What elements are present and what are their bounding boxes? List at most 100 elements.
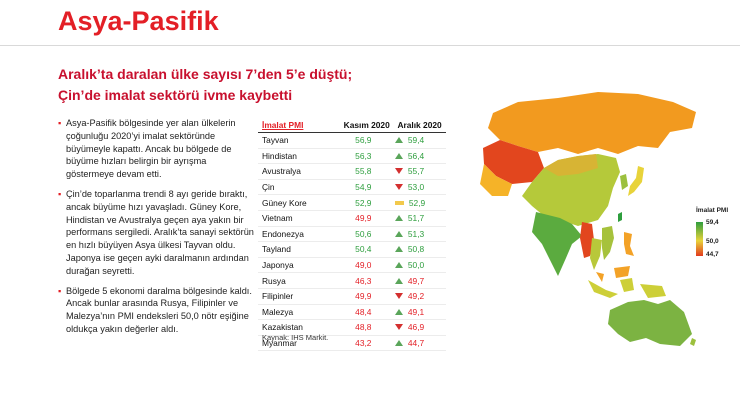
row-dec-value: 52,9 (408, 197, 426, 208)
header-nov: Kasım 2020 (343, 120, 390, 130)
trend-up-icon (394, 308, 403, 315)
row-dec-value: 56,4 (407, 150, 425, 161)
trend-up-icon (394, 230, 403, 237)
table-row: Vietnam 49,9 51,7 (258, 211, 446, 227)
row-country: Tayvan (262, 135, 289, 146)
row-dec-cell: 44,7 (389, 338, 446, 348)
row-country: Vietnam (262, 213, 293, 224)
row-nov-value: 50,6 (355, 228, 372, 239)
trend-flat-icon (394, 200, 404, 205)
legend-title: İmalat PMI (696, 207, 729, 214)
commentary-bullets: ▪ Asya-Pasifik bölgesinde yer alan ülkel… (58, 117, 254, 343)
legend-color-scale (696, 222, 703, 256)
row-country: Avustralya (262, 166, 301, 177)
table-row: Rusya 46,3 49,7 (258, 273, 446, 289)
legend-min: 44,7 (706, 251, 719, 258)
map-mongolia (544, 154, 598, 176)
pmi-table-header: İmalat PMI Kasım 2020 Aralık 2020 (258, 118, 446, 133)
row-nov-value: 48,4 (355, 306, 372, 317)
row-nov-value: 49,9 (355, 291, 372, 302)
row-dec-cell: 51,7 (389, 213, 446, 223)
trend-up-icon (394, 215, 403, 222)
trend-up-icon (394, 277, 403, 284)
map-kazakhstan (483, 140, 544, 184)
bullet-item: ▪ Asya-Pasifik bölgesinde yer alan ülkel… (58, 117, 254, 181)
row-country: Hindistan (262, 150, 297, 161)
row-dec-value: 49,1 (407, 306, 425, 317)
row-dec-cell: 49,1 (389, 307, 446, 317)
row-country: Güney Kore (262, 197, 307, 208)
row-nov-value: 46,3 (355, 275, 372, 286)
map-australia (608, 300, 692, 346)
map-south-korea (620, 174, 628, 190)
bullet-text: Asya-Pasifik bölgesinde yer alan ülkeler… (66, 118, 236, 180)
trend-down-icon (394, 293, 403, 300)
table-row: Malezya 48,4 49,1 (258, 305, 446, 321)
row-country: Kazakistan (262, 322, 303, 333)
trend-up-icon (394, 137, 403, 144)
row-nov-value: 48,8 (355, 322, 372, 333)
row-dec-cell: 53,0 (389, 182, 446, 192)
map-malaysia (596, 266, 630, 282)
row-nov-value: 55,8 (355, 166, 372, 177)
row-country: Filipinler (262, 291, 294, 302)
row-dec-value: 49,7 (407, 275, 425, 286)
bullet-marker: ▪ (58, 118, 62, 128)
trend-up-icon (394, 152, 403, 159)
legend-max: 59,4 (706, 219, 719, 226)
row-country: Myanmar (262, 338, 297, 349)
table-row: Çin 54,9 53,0 (258, 180, 446, 196)
table-row: Filipinler 49,9 49,2 (258, 289, 446, 305)
pmi-table: İmalat PMI Kasım 2020 Aralık 2020 Tayvan… (258, 118, 446, 352)
header-dec: Aralık 2020 (397, 120, 442, 130)
row-dec-cell: 51,3 (389, 229, 446, 239)
bullet-item: ▪ Bölgede 5 ekonomi daralma bölgesinde k… (58, 285, 254, 336)
map-vietnam (602, 226, 614, 260)
table-row: Endonezya 50,6 51,3 (258, 227, 446, 243)
source-note: Kaynak: IHS Markit. (262, 333, 329, 342)
row-dec-value: 53,0 (407, 182, 425, 193)
row-dec-cell: 50,0 (389, 260, 446, 270)
row-nov-value: 56,3 (355, 150, 372, 161)
asia-pacific-pmi-map (480, 92, 696, 346)
page-title: Asya-Pasifik (58, 6, 219, 36)
map-thailand (590, 238, 602, 270)
map-india (532, 212, 582, 276)
table-row: Tayland 50,4 50,8 (258, 242, 446, 258)
bullet-marker: ▪ (58, 188, 62, 199)
subtitle-line-1: Aralık’ta daralan ülke sayısı 7’den 5’e … (58, 66, 353, 82)
trend-down-icon (394, 184, 403, 191)
map-russia (488, 92, 696, 154)
trend-up-icon (394, 340, 403, 347)
bullet-marker: ▪ (58, 285, 62, 296)
map-myanmar (580, 222, 594, 258)
row-nov-value: 56,9 (355, 135, 372, 146)
subtitle-line-2: Çin’de imalat sektörü ivme kaybetti (58, 87, 293, 103)
row-nov-value: 49,0 (355, 260, 372, 271)
row-country: Rusya (262, 275, 286, 286)
row-dec-cell: 49,7 (389, 276, 446, 286)
map-philippines (624, 232, 634, 256)
table-row: Hindistan 56,3 56,4 (258, 149, 446, 165)
row-country: Çin (262, 182, 275, 193)
row-dec-value: 55,7 (407, 166, 425, 177)
bullet-text: Çin’de toparlanma trendi 8 ayı geride bı… (66, 188, 254, 276)
row-country: Tayland (262, 244, 291, 255)
map-indonesia (588, 278, 666, 298)
row-dec-value: 59,4 (407, 135, 425, 146)
table-row: Kazakistan 48,8 46,9 (258, 320, 446, 336)
header-indicator: İmalat PMI (262, 120, 304, 130)
trend-down-icon (394, 168, 403, 175)
row-dec-value: 51,7 (407, 213, 425, 224)
row-nov-value: 54,9 (355, 182, 372, 193)
row-dec-value: 50,0 (407, 260, 425, 271)
pmi-table-body: Tayvan 56,9 59,4 Hindistan 56,3 56,4 Avustraly… (258, 133, 446, 352)
row-dec-cell: 46,9 (389, 322, 446, 332)
row-dec-cell: 52,9 (389, 198, 446, 208)
row-dec-value: 44,7 (407, 338, 425, 349)
row-dec-value: 50,8 (407, 244, 425, 255)
row-nov-value: 43,2 (355, 338, 372, 349)
row-dec-value: 49,2 (407, 291, 425, 302)
row-dec-value: 46,9 (407, 322, 425, 333)
bullet-item: ▪ Çin’de toparlanma trendi 8 ayı geride … (58, 188, 254, 278)
